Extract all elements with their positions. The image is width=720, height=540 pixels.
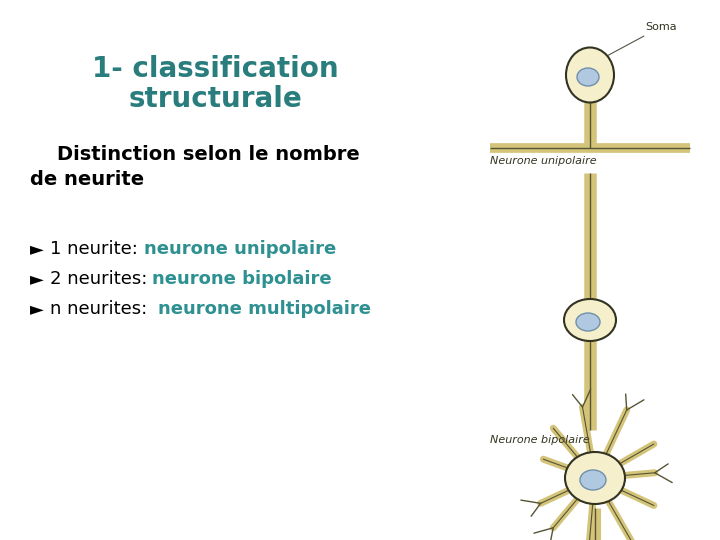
Text: n neurites:: n neurites: (50, 300, 153, 318)
Text: neurone unipolaire: neurone unipolaire (143, 240, 336, 258)
Text: ►: ► (30, 300, 44, 318)
Ellipse shape (580, 470, 606, 490)
Text: neurone bipolaire: neurone bipolaire (152, 270, 332, 288)
Ellipse shape (576, 313, 600, 331)
Text: 1 neurite:: 1 neurite: (50, 240, 143, 258)
Text: Soma: Soma (608, 22, 677, 56)
Text: Neurone unipolaire: Neurone unipolaire (490, 156, 597, 166)
Ellipse shape (577, 68, 599, 86)
Text: neurone multipolaire: neurone multipolaire (158, 300, 371, 318)
Text: Neurone bipolaire: Neurone bipolaire (490, 435, 590, 445)
Text: 2 neurites:: 2 neurites: (50, 270, 153, 288)
Ellipse shape (564, 299, 616, 341)
Text: 1- classification: 1- classification (91, 55, 338, 83)
Ellipse shape (565, 452, 625, 504)
Text: structurale: structurale (128, 85, 302, 113)
Text: de neurite: de neurite (30, 170, 144, 189)
Ellipse shape (566, 48, 614, 103)
Text: Distinction selon le nombre: Distinction selon le nombre (30, 145, 360, 164)
Text: ►: ► (30, 270, 44, 288)
Text: ►: ► (30, 240, 44, 258)
